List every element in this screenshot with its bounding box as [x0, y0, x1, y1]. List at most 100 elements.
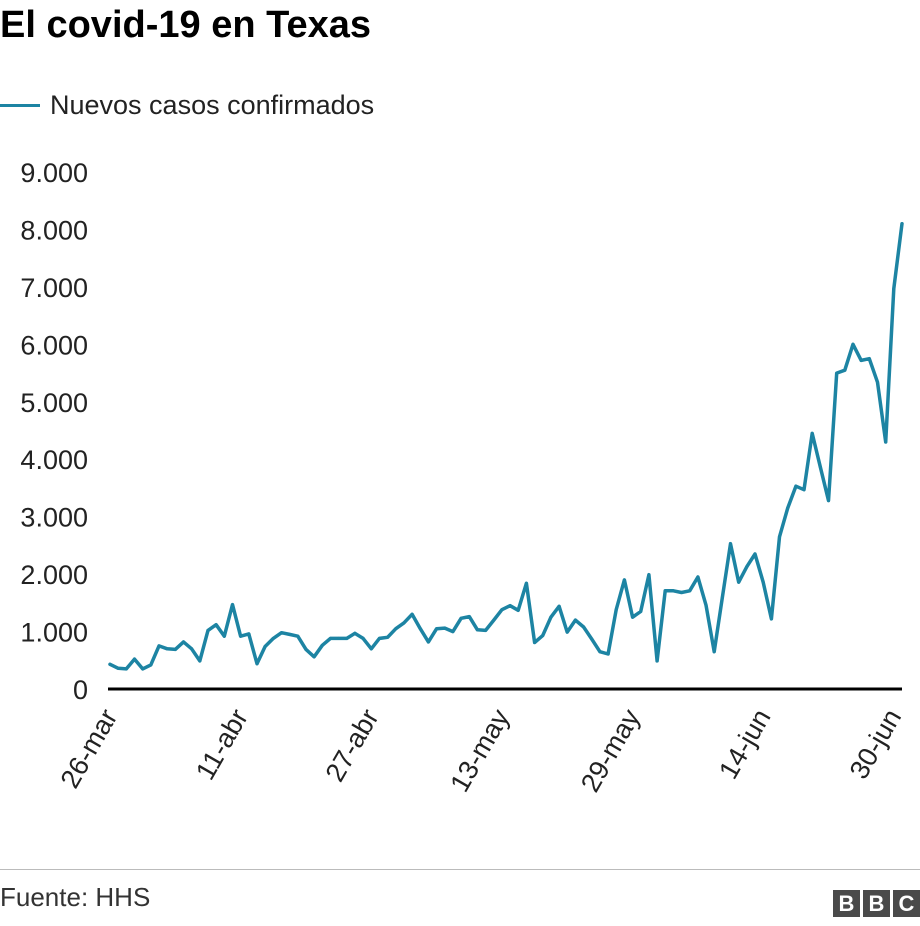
data-point: [255, 662, 259, 666]
x-tick-label: 14-jun: [713, 704, 777, 784]
data-point: [892, 287, 896, 291]
data-point: [386, 635, 390, 639]
data-point: [280, 631, 283, 635]
data-point: [353, 631, 357, 635]
data-point: [524, 581, 528, 585]
data-point: [239, 634, 243, 638]
data-point: [222, 634, 226, 638]
data-point: [876, 380, 879, 384]
data-point: [688, 589, 692, 593]
y-tick-label: 7.000: [20, 273, 88, 303]
data-point: [778, 535, 781, 539]
x-tick-label: 27-abr: [320, 704, 385, 787]
y-tick-label: 8.000: [20, 215, 88, 245]
data-point: [704, 603, 708, 607]
y-tick-label: 0: [73, 675, 88, 705]
data-point: [598, 650, 602, 654]
data-point: [696, 575, 700, 579]
x-tick-label: 26-mar: [55, 704, 124, 793]
bbc-logo-letter: B: [863, 890, 890, 917]
data-point: [263, 645, 267, 648]
y-tick-label: 2.000: [20, 560, 88, 590]
data-point: [859, 358, 863, 362]
data-point: [761, 580, 765, 584]
data-point: [418, 627, 422, 631]
data-point: [361, 636, 365, 640]
data-point: [288, 632, 292, 636]
x-tick-label: 30-jun: [844, 704, 908, 784]
data-point: [231, 603, 234, 607]
x-tick-label: 29-may: [575, 704, 646, 797]
data-point: [116, 666, 120, 670]
data-point: [149, 663, 153, 667]
data-point: [753, 552, 757, 556]
bbc-logo: B B C: [833, 890, 920, 917]
data-point: [108, 662, 112, 666]
data-point: [786, 506, 790, 510]
data-point: [810, 431, 814, 435]
data-point: [737, 580, 741, 584]
data-point: [173, 647, 177, 651]
data-point: [565, 630, 569, 634]
data-point: [247, 632, 251, 636]
data-point: [271, 636, 275, 640]
data-point: [663, 589, 667, 593]
y-tick-label: 6.000: [20, 330, 88, 360]
data-point: [369, 647, 373, 651]
data-point: [320, 643, 324, 647]
data-point: [582, 625, 586, 629]
x-tick-label: 13-may: [444, 704, 515, 797]
data-point: [124, 667, 128, 671]
data-point: [769, 617, 773, 621]
y-tick-label: 3.000: [20, 503, 88, 533]
y-tick-label: 9.000: [20, 158, 88, 188]
footer-divider: [0, 869, 920, 870]
data-point: [631, 615, 635, 619]
bbc-logo-letter: B: [833, 890, 860, 917]
data-point: [802, 488, 806, 492]
data-point: [590, 637, 594, 641]
data-point: [884, 440, 888, 444]
data-point: [435, 627, 439, 631]
data-point: [557, 604, 561, 608]
data-point: [573, 618, 577, 622]
data-point: [680, 591, 683, 594]
data-point: [165, 647, 169, 651]
data-point: [818, 465, 822, 469]
source-note: Fuente: HHS: [0, 882, 151, 912]
data-point: [133, 657, 136, 661]
data-point: [712, 650, 716, 654]
data-point: [304, 647, 308, 651]
data-point: [141, 667, 145, 671]
data-point: [443, 626, 447, 630]
y-tick-label: 4.000: [20, 445, 88, 475]
data-point: [794, 484, 798, 488]
data-point: [451, 630, 455, 634]
data-point: [655, 659, 659, 663]
data-point: [182, 640, 185, 644]
data-point: [835, 371, 839, 375]
data-point: [614, 608, 618, 612]
series-line-nuevos-casos: [108, 221, 904, 671]
y-axis: 0 1.000 2.000 3.000 4.000 5.000 6.000 7.000 8.00…: [20, 158, 88, 705]
x-axis: 26-mar 11-abr 27-abr 13-may 29-may 14-jun 30-j…: [55, 704, 908, 797]
data-point: [329, 636, 332, 640]
data-point: [426, 640, 430, 644]
data-point: [843, 368, 847, 372]
bbc-logo-letter: C: [893, 890, 920, 917]
data-point: [377, 636, 381, 640]
data-point: [337, 636, 341, 640]
legend-label: Nuevos casos confirmados: [50, 89, 375, 120]
data-point: [312, 655, 316, 659]
chart-title: El covid-19 en Texas: [0, 4, 372, 46]
data-point: [198, 659, 202, 663]
data-point: [516, 608, 520, 612]
y-tick-label: 5.000: [20, 388, 88, 418]
data-point: [720, 595, 724, 599]
data-point: [157, 644, 161, 648]
data-point: [606, 652, 610, 656]
data-point: [484, 628, 488, 632]
data-point: [671, 589, 675, 593]
line-chart: 0 1.000 2.000 3.000 4.000 5.000 6.000 7.000 8.00…: [20, 158, 908, 797]
data-point: [394, 627, 398, 631]
